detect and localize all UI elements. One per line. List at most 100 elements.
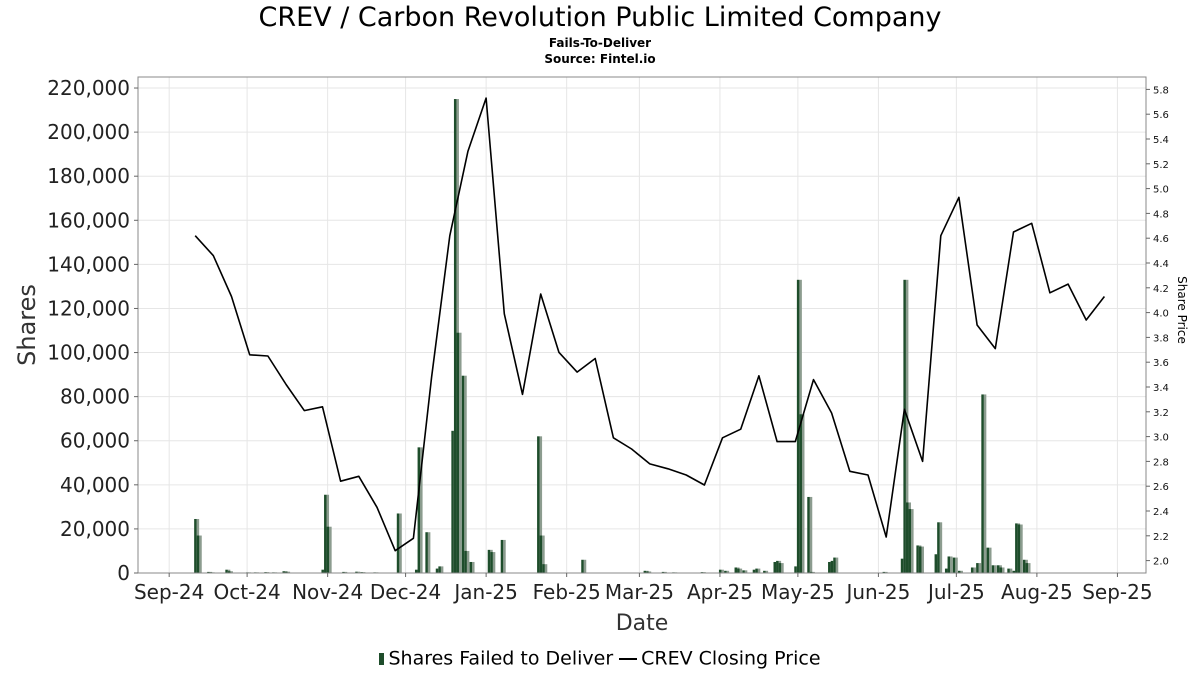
y2-tick-label: 3.0 xyxy=(1153,433,1169,444)
y2-tick-label: 4.6 xyxy=(1153,234,1169,245)
bar-shadow xyxy=(1027,563,1031,573)
x-tick-label: May-25 xyxy=(761,580,835,604)
bar xyxy=(986,547,990,573)
bar-shadow xyxy=(329,526,332,573)
bar xyxy=(908,509,912,573)
y2-tick-label: 4.2 xyxy=(1153,284,1169,295)
y-tick-label: 80,000 xyxy=(60,385,130,409)
bar-shadow xyxy=(583,559,587,573)
bar xyxy=(417,447,421,573)
bar xyxy=(807,496,810,573)
y2-tick-label: 5.2 xyxy=(1153,160,1169,171)
bar-shadow xyxy=(744,570,748,573)
bar-shadow xyxy=(1020,524,1023,573)
price-line-path xyxy=(194,97,1106,552)
y-tick-label: 180,000 xyxy=(47,164,130,188)
bar xyxy=(905,502,909,573)
y2-tick-label: 2.2 xyxy=(1153,532,1169,543)
bar xyxy=(1025,563,1028,573)
x-tick-label: Dec-24 xyxy=(370,580,441,604)
bar-shadow xyxy=(1002,567,1005,573)
y2-tick-label: 4.0 xyxy=(1153,309,1169,320)
chart-subtitle: Fails-To-Deliver xyxy=(548,36,652,50)
bar xyxy=(737,568,740,573)
legend: Shares Failed to Deliver CREV Closing Pri… xyxy=(0,647,1200,670)
bar xyxy=(970,567,974,573)
x-tick-label: Nov-24 xyxy=(292,580,363,604)
x-tick-label: Jun-25 xyxy=(844,580,910,604)
bar-shadow xyxy=(287,571,291,573)
bar-shadow xyxy=(911,509,914,573)
y2-tick-label: 2.0 xyxy=(1153,557,1169,568)
bar xyxy=(796,279,800,573)
bar xyxy=(755,568,758,573)
bar xyxy=(451,430,454,573)
bar-shadow xyxy=(427,532,431,573)
bar-shadow xyxy=(921,546,924,573)
bar xyxy=(326,526,330,573)
x-tick-label: Mar-25 xyxy=(605,580,674,604)
bar xyxy=(1022,559,1026,573)
bar xyxy=(438,566,441,573)
x-tick-label: Jan-25 xyxy=(452,580,518,604)
bar-shadow xyxy=(960,570,963,573)
bar-shadow xyxy=(492,552,496,573)
bar-shadow xyxy=(721,569,724,573)
bar-shadow xyxy=(466,550,470,573)
x-tick-label: Jul-25 xyxy=(926,580,985,604)
bar-shadow xyxy=(978,563,982,573)
bar-shadow xyxy=(983,394,987,573)
bar xyxy=(661,571,665,573)
bar xyxy=(996,565,1000,573)
bar xyxy=(830,560,834,573)
bar xyxy=(734,567,738,573)
bar xyxy=(342,571,345,573)
bar-shadow xyxy=(440,566,444,573)
bar xyxy=(999,567,1003,573)
bar xyxy=(542,564,545,573)
x-tick-label: Sep-25 xyxy=(1082,580,1152,604)
bar-shadow xyxy=(726,570,730,573)
bar xyxy=(763,570,766,573)
plot-frame xyxy=(137,76,1147,574)
bar-shadow xyxy=(399,513,402,573)
bar xyxy=(1015,523,1018,573)
bar xyxy=(1017,524,1021,573)
y2-tick-label: 5.0 xyxy=(1153,185,1169,196)
bar xyxy=(414,569,418,573)
legend-line-swatch xyxy=(619,657,638,660)
bar xyxy=(461,375,465,573)
y-tick-label: 140,000 xyxy=(47,252,130,276)
y2-tick-label: 2.4 xyxy=(1153,507,1169,518)
bar-shadow xyxy=(1009,568,1013,573)
bar xyxy=(952,557,956,573)
bar xyxy=(900,558,904,573)
bar xyxy=(718,569,722,573)
fails-bars xyxy=(194,99,1031,574)
y2-tick-label: 5.6 xyxy=(1153,110,1169,121)
grid-lines xyxy=(138,77,1146,574)
x-tick-label: Oct-24 xyxy=(213,580,280,604)
bar xyxy=(934,554,938,573)
chart-source: Source: Fintel.io xyxy=(544,52,656,66)
bar-shadow xyxy=(544,564,548,573)
bar xyxy=(539,535,543,573)
y-tick-label: 120,000 xyxy=(47,296,130,320)
bar xyxy=(194,518,197,573)
bar xyxy=(225,569,228,573)
x-tick-label: Feb-25 xyxy=(533,580,601,604)
y-tick-label: 60,000 xyxy=(60,429,130,453)
bar xyxy=(799,414,802,573)
y2-axis-label: Share Price xyxy=(1175,276,1189,344)
bar xyxy=(324,494,327,573)
legend-bar-swatch xyxy=(379,652,385,665)
bar-shadow xyxy=(472,561,475,573)
bar xyxy=(833,557,836,573)
bar xyxy=(500,539,504,573)
bar xyxy=(918,546,922,573)
bar xyxy=(809,571,813,573)
bar xyxy=(646,571,649,573)
bar xyxy=(469,561,473,573)
bar-shadow xyxy=(905,279,909,573)
